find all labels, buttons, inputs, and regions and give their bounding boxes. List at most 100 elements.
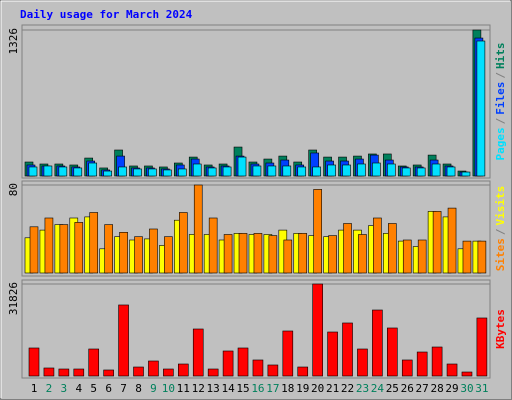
bar (342, 164, 351, 177)
bar (88, 162, 98, 177)
bar (192, 328, 204, 377)
bar (74, 222, 84, 274)
x-tick-label: 29 (445, 382, 458, 395)
bar (372, 162, 381, 177)
x-tick-label: 4 (75, 382, 82, 395)
bar (222, 166, 232, 177)
legend-entry: KBytes (494, 309, 507, 349)
bar (387, 327, 398, 377)
legend-entry: Visits (494, 186, 507, 226)
bar (297, 366, 309, 377)
bar (358, 234, 367, 274)
bar (179, 212, 188, 274)
legend-separator: / (494, 117, 507, 124)
bar (192, 163, 202, 177)
x-tick-label: 14 (221, 382, 235, 395)
bar (416, 351, 428, 377)
bar (461, 171, 471, 177)
bar (29, 226, 39, 274)
bar (193, 184, 203, 274)
x-tick-label: 18 (281, 382, 294, 395)
bar (431, 346, 443, 377)
bar (103, 369, 114, 377)
x-tick-label: 24 (371, 382, 385, 395)
bar (401, 167, 411, 177)
bar (207, 167, 217, 177)
bar (283, 239, 293, 274)
bar (252, 165, 262, 177)
legend-entry: Pages (494, 127, 507, 160)
x-tick-label: 5 (90, 382, 97, 395)
bar (267, 165, 277, 177)
bar (253, 233, 263, 274)
bar (163, 368, 174, 377)
bar (446, 166, 456, 177)
bar (357, 348, 368, 377)
panel (21, 24, 491, 179)
bar (119, 232, 128, 274)
bar (373, 217, 382, 274)
x-tick-label: 1 (31, 382, 38, 395)
bar (222, 350, 234, 377)
y-tick-label: 1326 (7, 28, 20, 55)
x-tick-label: 19 (296, 382, 309, 395)
legend-separator: / (494, 72, 507, 79)
legend: Pages / Files / Hits (494, 43, 507, 161)
bar (89, 212, 99, 274)
bar (58, 166, 68, 177)
bar (328, 235, 337, 274)
legend-entry: Files (494, 82, 507, 115)
x-tick-label: 8 (135, 382, 142, 395)
bar (476, 40, 486, 177)
bar (178, 168, 187, 177)
x-tick-label: 7 (120, 382, 127, 395)
bar (312, 283, 323, 377)
legend-entry: Hits (494, 43, 507, 70)
x-tick-label: 12 (192, 382, 205, 395)
x-tick-label: 31 (475, 382, 488, 395)
bar (149, 228, 158, 274)
legend: Sites / Visits (494, 186, 507, 272)
bar (327, 164, 336, 177)
bar (357, 163, 366, 177)
legend-separator: / (494, 228, 507, 235)
x-tick-label: 20 (311, 382, 324, 395)
bar (327, 331, 338, 377)
bar (73, 368, 85, 377)
y-tick-label: 31826 (7, 282, 20, 315)
bar (372, 309, 383, 377)
y-tick-label: 80 (7, 183, 20, 196)
x-tick-label: 28 (430, 382, 443, 395)
bar (133, 366, 144, 377)
bar (88, 348, 100, 377)
x-tick-label: 22 (341, 382, 354, 395)
bar (462, 240, 472, 274)
bar (28, 166, 38, 177)
bar (118, 166, 127, 177)
bar (28, 347, 40, 377)
bar (417, 239, 427, 274)
bar (343, 223, 352, 274)
chart-title: Daily usage for March 2024 (20, 8, 193, 21)
x-tick-label: 9 (150, 382, 157, 395)
x-tick-label: 3 (61, 382, 68, 395)
bar (43, 165, 53, 177)
x-tick-label: 30 (460, 382, 473, 395)
bar (44, 217, 54, 274)
bar (58, 368, 70, 377)
bar (148, 360, 159, 377)
x-tick-label: 11 (177, 382, 190, 395)
bar (476, 317, 488, 377)
bar (134, 236, 143, 274)
bar (387, 163, 396, 177)
bar (431, 163, 441, 177)
bar (267, 364, 279, 377)
bar (237, 156, 247, 177)
x-tick-label: 15 (236, 382, 249, 395)
bar (268, 235, 278, 274)
bar (118, 304, 129, 377)
bar (313, 189, 322, 274)
x-tick-label: 16 (251, 382, 264, 395)
bar (446, 363, 458, 377)
